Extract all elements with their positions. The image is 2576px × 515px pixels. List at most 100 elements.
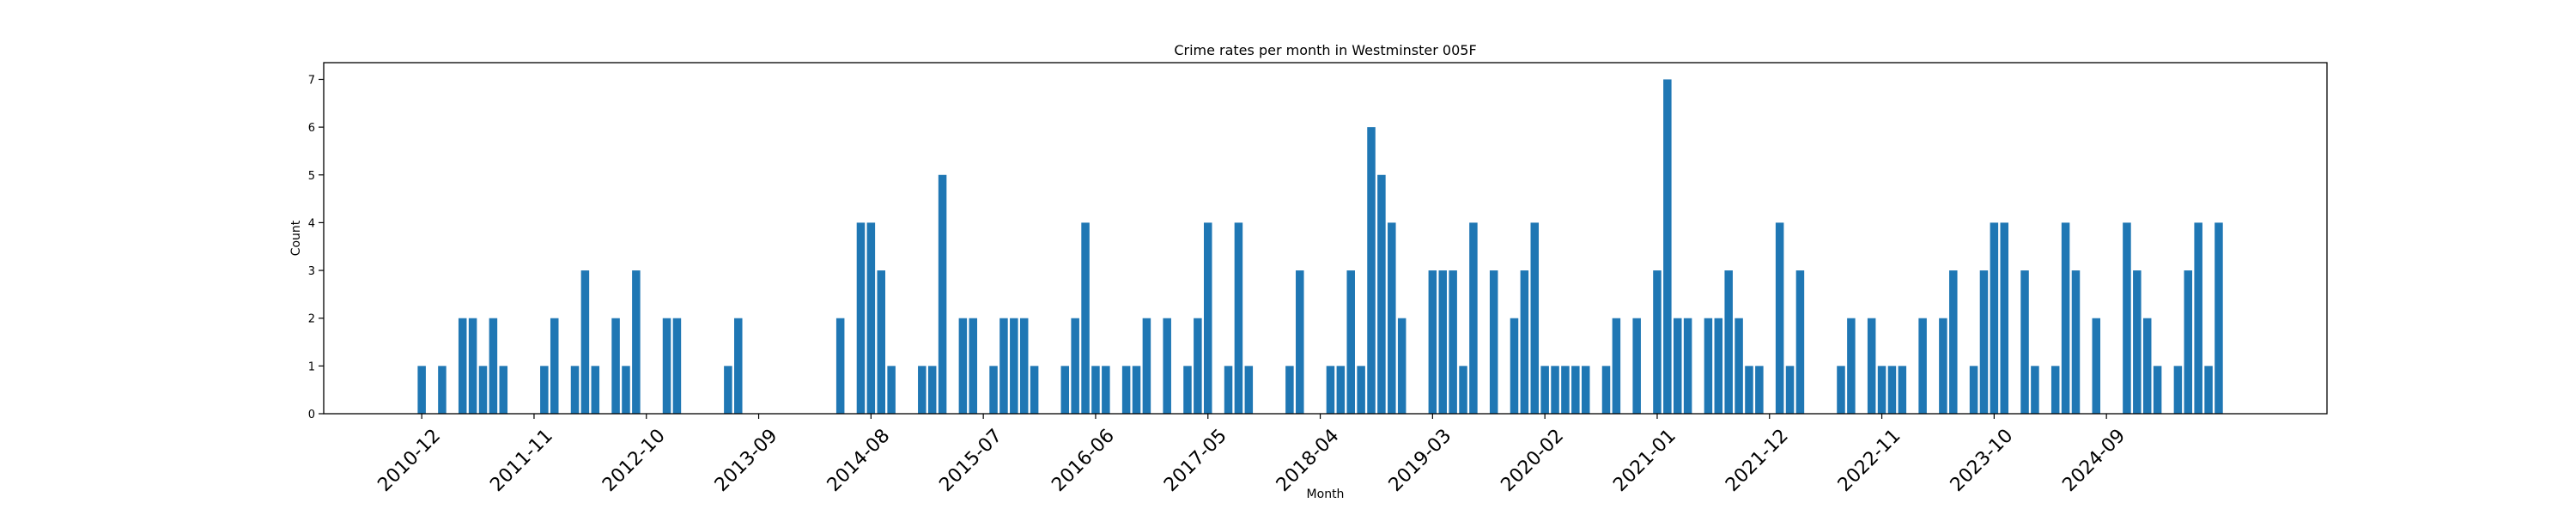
bar (1653, 270, 1662, 414)
bar (438, 366, 447, 414)
bar (1683, 318, 1692, 414)
bar (2123, 222, 2131, 414)
bar (1163, 318, 1171, 414)
x-tick-label: 2014-08 (823, 425, 895, 496)
y-axis-label: Count (289, 220, 303, 256)
chart-title: Crime rates per month in Westminster 005… (1174, 42, 1476, 58)
bar (1571, 366, 1580, 414)
bar (2000, 222, 2009, 414)
bar (591, 366, 600, 414)
x-tick-label: 2013-09 (711, 425, 782, 496)
bar (918, 366, 927, 414)
bar (611, 318, 620, 414)
bar (1459, 366, 1467, 414)
bar (2133, 270, 2142, 414)
bar (1775, 222, 1784, 414)
x-tick-label: 2024-09 (2058, 425, 2129, 496)
bar (856, 222, 866, 414)
bar (927, 366, 937, 414)
y-axis: 0 1 2 3 4 5 6 7 (308, 74, 324, 421)
bar (999, 318, 1008, 414)
bar (1663, 79, 1672, 414)
bar (417, 366, 426, 414)
bar (2071, 270, 2081, 414)
bar (1551, 366, 1559, 414)
bar (2061, 222, 2070, 414)
x-tick-label: 2022-11 (1834, 425, 1905, 496)
bar (1990, 222, 1999, 414)
bar (1755, 366, 1764, 414)
bar (1898, 366, 1907, 414)
x-tick-label: 2021-01 (1609, 425, 1680, 496)
bar (835, 318, 845, 414)
bar (1540, 366, 1549, 414)
y-tick-label: 6 (308, 122, 315, 135)
bar (969, 318, 978, 414)
bar (1939, 318, 1947, 414)
bar (1428, 270, 1437, 414)
bar (662, 318, 671, 414)
bar (877, 270, 886, 414)
bar (1581, 366, 1590, 414)
bar (1224, 366, 1233, 414)
bar (1979, 270, 1989, 414)
bar (1357, 366, 1365, 414)
bar (887, 366, 896, 414)
bar (1244, 366, 1254, 414)
bar (1724, 270, 1733, 414)
bar (1030, 366, 1039, 414)
bar (1795, 270, 1805, 414)
bar (1102, 366, 1110, 414)
bar (632, 270, 641, 414)
y-tick-label: 2 (308, 313, 315, 326)
x-tick-label: 2011-11 (486, 425, 557, 496)
y-tick-label: 0 (308, 409, 315, 421)
x-tick-label: 2017-05 (1160, 425, 1231, 496)
bar (1632, 318, 1641, 414)
x-tick-label: 2018-04 (1273, 425, 1344, 496)
bar (1704, 318, 1713, 414)
y-tick-label: 4 (308, 217, 315, 230)
bar (2184, 270, 2193, 414)
bar (1326, 366, 1335, 414)
bar (1969, 366, 1978, 414)
x-tick-label: 2020-02 (1497, 425, 1568, 496)
bar (1346, 270, 1355, 414)
bar (1142, 318, 1151, 414)
y-tick-label: 5 (308, 170, 315, 183)
y-tick-label: 1 (308, 360, 315, 373)
y-tick-label: 7 (308, 74, 315, 87)
bar (1285, 366, 1294, 414)
bar (2153, 366, 2162, 414)
bar (2173, 366, 2183, 414)
bar (1510, 318, 1519, 414)
bar (1601, 366, 1611, 414)
x-tick-label: 2010-12 (374, 425, 445, 496)
bar (1397, 318, 1406, 414)
bar (2020, 270, 2029, 414)
x-tick-label: 2023-10 (1947, 425, 2018, 496)
bar (1847, 318, 1856, 414)
x-tick-label: 2012-10 (598, 425, 670, 496)
x-tick-label: 2021-12 (1722, 425, 1793, 496)
bar (1203, 222, 1212, 414)
bar (1745, 366, 1753, 414)
bar (1132, 366, 1141, 414)
bar (989, 366, 998, 414)
bar (468, 318, 477, 414)
bar (1612, 318, 1621, 414)
bars-group (417, 79, 2223, 415)
bar (2092, 318, 2101, 414)
bar (1183, 366, 1192, 414)
bar (2031, 366, 2039, 414)
bar (1877, 366, 1886, 414)
bar (1469, 222, 1478, 414)
bar (622, 366, 630, 414)
x-tick-label: 2015-07 (935, 425, 1006, 496)
bar (1091, 366, 1100, 414)
bar (1296, 270, 1304, 414)
bar (1735, 318, 1743, 414)
bar (580, 270, 590, 414)
bar (1837, 366, 1845, 414)
